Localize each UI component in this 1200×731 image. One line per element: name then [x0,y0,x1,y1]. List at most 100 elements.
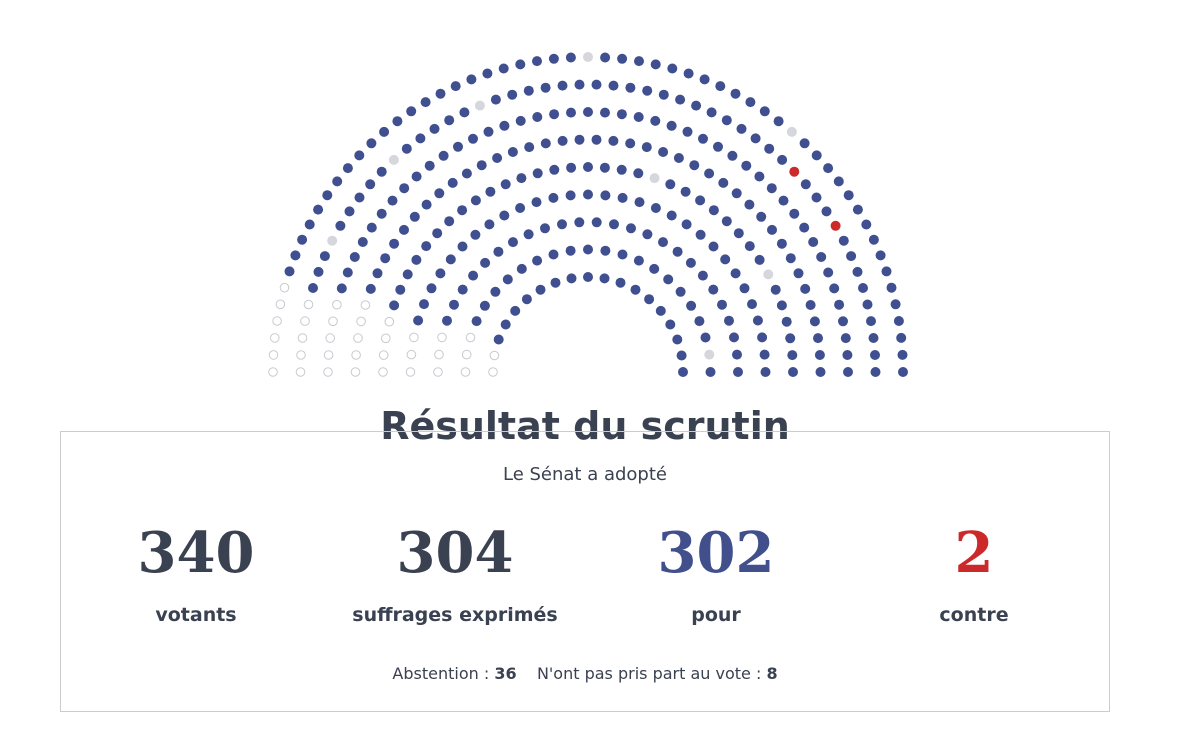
seat [591,134,602,145]
seat [799,138,810,149]
stat-value: 302 [657,520,775,586]
seat [641,142,652,153]
seat [868,333,879,343]
seat [327,235,338,246]
seat [861,219,872,230]
seat [507,89,518,100]
seat [838,235,849,246]
seat [650,59,661,70]
seat [434,349,444,360]
seat [715,81,726,92]
seat [870,350,880,360]
seat [644,294,655,305]
seat [881,266,892,277]
seat [442,315,452,326]
seat [388,154,399,165]
seat [754,171,765,182]
seat [366,138,377,149]
seat [344,206,355,217]
seat [786,126,797,137]
seat [650,115,661,126]
seat [499,210,510,221]
seat [300,316,310,326]
seat [685,257,696,268]
seat [411,254,422,265]
seat [658,237,668,248]
abstention: 36 [494,664,517,683]
seat [733,367,743,377]
seat [718,177,729,188]
seat [745,97,756,108]
seat [727,150,738,161]
seat [893,316,904,326]
seat [799,222,810,233]
seat [498,63,509,74]
stat: 2 contre [843,520,1105,626]
seat [633,168,644,179]
seat [778,195,789,206]
seat [672,334,683,345]
seat [842,350,853,360]
seat [608,135,619,146]
seat [866,316,876,327]
seat [616,164,627,175]
seat [625,138,636,149]
seat [886,282,897,293]
seat [479,300,490,311]
seat [565,190,576,201]
seat [470,195,481,206]
seat [365,179,376,190]
seat [708,284,719,295]
seat [754,254,765,265]
seat [492,153,503,163]
seat [461,349,472,360]
seat [409,211,420,222]
seat [303,299,314,310]
seat [484,219,495,230]
stat-label: contre [939,604,1009,626]
seat [787,350,798,361]
seat [675,94,686,105]
seat [395,284,406,295]
seat [846,251,857,262]
seat [435,88,446,99]
seat [777,154,788,165]
seat [419,299,429,310]
seat [401,143,412,154]
seat [830,220,841,231]
seat [720,254,731,265]
seat [823,163,834,174]
seat [617,53,628,64]
seat [474,100,485,111]
seat [591,217,602,228]
seat [356,316,366,327]
seat [342,267,353,278]
seat [366,222,377,233]
seat [700,332,711,343]
seat [465,332,476,343]
seat [516,263,527,274]
seat [540,223,550,234]
seat [357,237,368,247]
seat [681,219,692,230]
seat [426,283,437,294]
seat [296,350,306,360]
seat [616,109,627,120]
seat [805,300,816,310]
seat [721,216,732,227]
seat [432,228,443,239]
seat [813,333,823,344]
seat [699,74,710,85]
seat [500,319,511,330]
seat [770,284,781,295]
seat [380,253,391,264]
seat [583,244,593,255]
seat [437,332,447,343]
subtitle: Le Sénat a adopté [502,464,667,485]
seat [731,188,742,199]
seat [502,274,513,285]
seat [457,205,468,216]
seat [550,277,561,288]
seat [658,89,669,100]
seat [811,192,822,203]
